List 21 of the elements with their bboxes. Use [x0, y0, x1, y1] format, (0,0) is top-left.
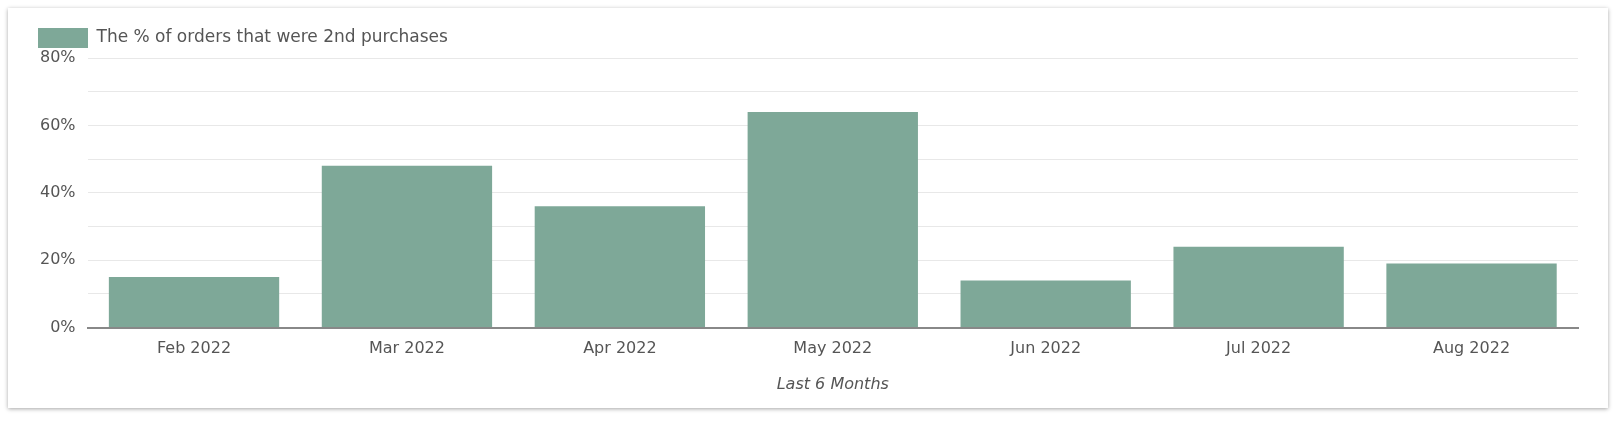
x-tick-label: Apr 2022 — [583, 338, 657, 358]
x-tick-label: Feb 2022 — [156, 338, 232, 358]
x-tick-label: Jun 2022 — [1009, 338, 1082, 358]
bar — [960, 280, 1131, 328]
bar — [747, 111, 918, 328]
y-tick-label: 60% — [40, 114, 76, 134]
x-tick-label: Aug 2022 — [1433, 338, 1511, 358]
bar — [534, 206, 706, 328]
y-tick-label: 0% — [50, 316, 76, 336]
bar — [108, 277, 280, 328]
x-tick-label: Jul 2022 — [1225, 338, 1292, 358]
x-axis-title: Last 6 Months — [776, 373, 889, 393]
bar — [321, 165, 493, 328]
x-tick-label: May 2022 — [793, 338, 873, 358]
legend-label: The % of orders that were 2nd purchases — [95, 26, 449, 47]
bar — [1386, 263, 1557, 328]
x-tick-label: Mar 2022 — [368, 338, 445, 358]
y-tick-label: 20% — [40, 249, 76, 269]
y-tick-label: 40% — [40, 181, 76, 201]
bar — [1173, 246, 1344, 328]
y-tick-label: 80% — [40, 47, 76, 67]
